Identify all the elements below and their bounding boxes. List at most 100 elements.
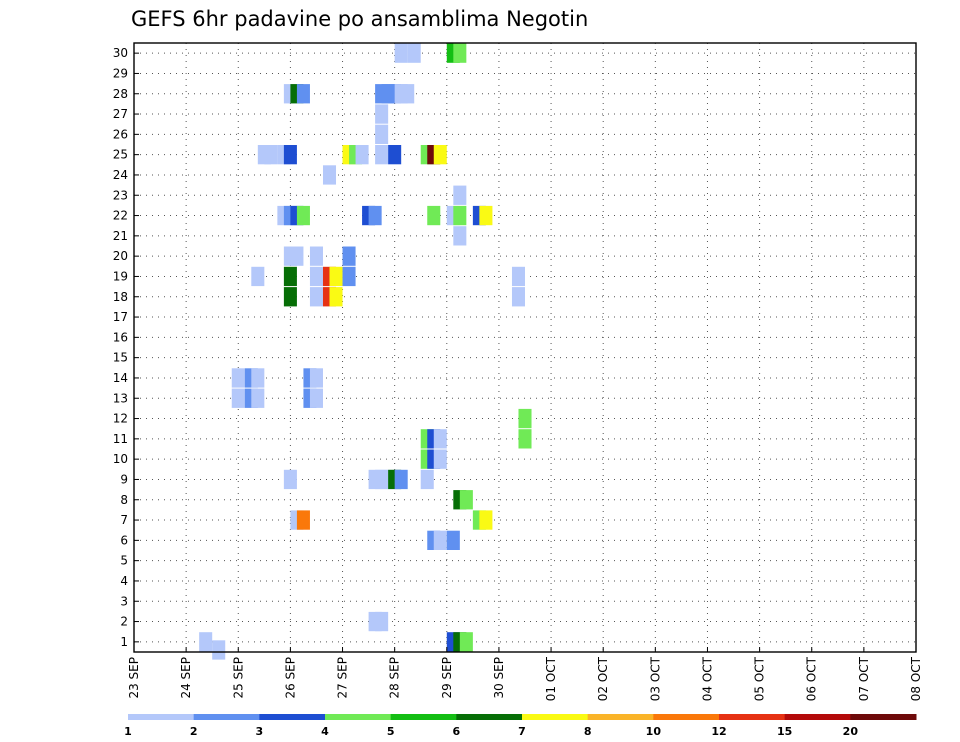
legend-label: 2: [190, 725, 198, 738]
precip-cell: [231, 388, 245, 408]
x-tick-label: 24 SEP: [179, 657, 193, 699]
x-tick-label: 27 SEP: [336, 657, 350, 699]
precip-cell: [433, 429, 447, 449]
legend-swatch: [587, 714, 654, 720]
y-tick-label: 30: [113, 46, 128, 60]
precip-cell: [459, 490, 473, 510]
precip-cell: [388, 145, 402, 165]
x-tick-label: 29 SEP: [440, 657, 454, 699]
legend-swatch: [719, 714, 786, 720]
y-tick-label: 6: [120, 533, 128, 547]
color-legend: 1 2 3 4 5 6 7 8 10 12 15 20: [124, 714, 917, 738]
precip-cell: [433, 449, 447, 469]
precip-cell: [251, 368, 265, 388]
y-tick-label: 7: [120, 513, 128, 527]
legend-swatch: [193, 714, 260, 720]
legend-label: 10: [646, 725, 662, 738]
legend-swatch: [390, 714, 457, 720]
x-axis-date-labels: 23 SEP 24 SEP 25 SEP 26 SEP 27 SEP 28 SEP 29 S…: [127, 647, 923, 701]
precip-cell: [296, 84, 310, 104]
y-tick-label: 18: [113, 290, 128, 304]
precip-cell: [309, 266, 323, 287]
precip-cell: [453, 205, 467, 226]
precip-cell: [309, 246, 323, 266]
y-tick-label: 4: [120, 574, 128, 588]
precip-cell: [433, 530, 447, 550]
precip-cell: [375, 145, 389, 165]
y-tick-label: 26: [113, 127, 128, 141]
precipitation-cells: [199, 43, 532, 660]
legend-label: 1: [124, 725, 132, 738]
x-tick-label: 06 OCT: [805, 656, 819, 701]
precip-cell: [401, 84, 415, 104]
y-tick-label: 19: [113, 269, 128, 283]
legend-label: 5: [387, 725, 395, 738]
y-tick-label: 10: [113, 452, 128, 466]
y-tick-label: 8: [120, 493, 128, 507]
y-tick-label: 9: [120, 472, 128, 486]
precip-cell: [296, 205, 310, 226]
legend-swatch: [522, 714, 589, 720]
precip-cell: [283, 469, 297, 490]
legend-swatch: [850, 714, 917, 720]
precip-cell: [368, 205, 382, 226]
y-tick-label: 27: [113, 107, 128, 121]
y-tick-label: 24: [113, 168, 128, 182]
precip-cell: [453, 226, 467, 246]
y-axis-member-labels: 1234567891011121314151617181920212223242…: [113, 46, 139, 649]
precip-cell: [433, 145, 447, 165]
x-tick-label: 08 OCT: [909, 656, 923, 701]
precip-cell: [394, 43, 408, 63]
x-tick-label: 07 OCT: [857, 656, 871, 701]
chart-title: GEFS 6hr padavine po ansamblima Negotin: [131, 7, 588, 31]
precip-cell: [453, 43, 467, 63]
legend-swatch: [325, 714, 392, 720]
y-tick-label: 3: [120, 594, 128, 608]
legend-label: 8: [584, 725, 592, 738]
precip-cell: [329, 266, 343, 287]
precip-cell: [427, 205, 441, 226]
x-tick-label: 30 SEP: [492, 657, 506, 699]
x-tick-label: 28 SEP: [388, 657, 402, 699]
y-tick-label: 2: [120, 615, 128, 629]
x-tick-label: 25 SEP: [231, 657, 245, 699]
precip-cell: [329, 287, 343, 307]
x-tick-label: 03 OCT: [648, 656, 662, 701]
precip-cell: [511, 287, 525, 307]
legend-swatch: [128, 714, 195, 720]
precip-cell: [518, 429, 532, 449]
legend-label: 20: [843, 725, 859, 738]
x-tick-label: 02 OCT: [596, 656, 610, 701]
legend-swatch: [456, 714, 523, 720]
y-tick-label: 29: [113, 66, 128, 80]
precip-cell: [453, 185, 467, 205]
precip-cell: [407, 43, 421, 63]
precip-cell: [375, 104, 389, 124]
legend-label: 15: [777, 725, 792, 738]
precip-cell: [251, 388, 265, 408]
precip-cell: [355, 145, 369, 165]
precip-cell: [212, 640, 226, 660]
legend-swatch: [653, 714, 720, 720]
x-tick-label: 05 OCT: [753, 656, 767, 701]
y-tick-label: 5: [120, 554, 128, 568]
x-tick-label: 04 OCT: [700, 656, 714, 701]
precip-cell: [518, 408, 532, 429]
x-tick-label: 23 SEP: [127, 657, 141, 699]
legend-label: 12: [711, 725, 726, 738]
plot-frame: [133, 42, 917, 653]
precip-cell: [283, 287, 297, 307]
precip-cell: [375, 611, 389, 632]
legend-swatch: [784, 714, 851, 720]
precip-cell: [309, 388, 323, 408]
precip-cell: [342, 266, 356, 287]
precip-cell: [322, 165, 337, 185]
y-tick-label: 25: [113, 148, 128, 162]
grid-lines: [134, 43, 916, 652]
y-tick-label: 11: [113, 432, 128, 446]
x-tick-label: 26 SEP: [283, 657, 297, 699]
precip-cell: [290, 246, 304, 266]
precip-cell: [394, 469, 408, 490]
y-tick-label: 1: [120, 635, 128, 649]
